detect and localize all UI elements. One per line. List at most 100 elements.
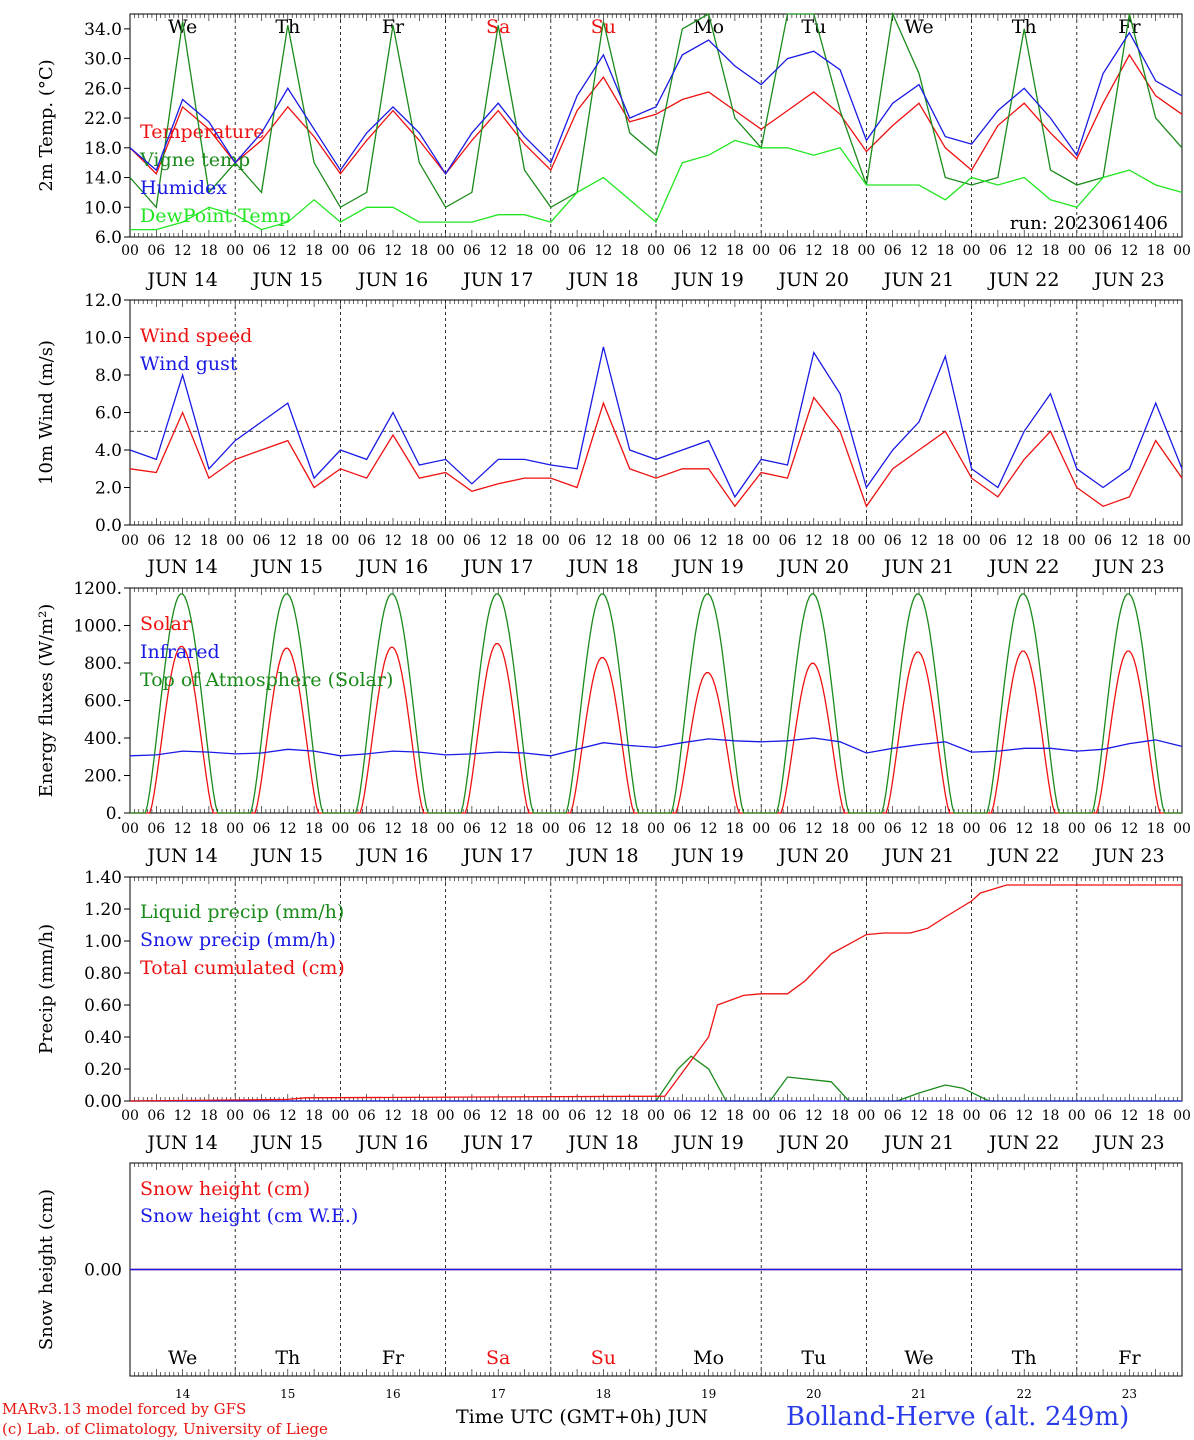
hour-label: 06 bbox=[989, 821, 1007, 837]
day-number: 18 bbox=[596, 1387, 611, 1400]
legend-series-solar: Solar bbox=[140, 613, 192, 635]
hour-label: 18 bbox=[1147, 533, 1165, 549]
hour-label: 00 bbox=[226, 821, 244, 837]
y-tick-label: 1.00 bbox=[84, 932, 122, 952]
hour-label: 06 bbox=[463, 243, 481, 259]
hour-label: 12 bbox=[594, 821, 612, 837]
hour-label: 12 bbox=[700, 533, 718, 549]
legend-series-wind-gust: Wind gust bbox=[140, 353, 238, 375]
date-label: JUN 14 bbox=[145, 556, 217, 578]
y-axis-title: Precip (mm/h) bbox=[36, 924, 57, 1054]
date-label: JUN 16 bbox=[356, 1132, 428, 1154]
hour-label: 18 bbox=[621, 533, 639, 549]
date-label: JUN 20 bbox=[777, 845, 849, 867]
day-name: Mo bbox=[693, 1347, 724, 1369]
legend-series-vigne-temp: Vigne temp bbox=[139, 149, 250, 171]
hour-label: 06 bbox=[989, 533, 1007, 549]
hour-label: 12 bbox=[489, 821, 507, 837]
date-label: JUN 18 bbox=[566, 1132, 638, 1154]
y-tick-label: 1200. bbox=[73, 579, 122, 599]
hour-label: 06 bbox=[779, 243, 797, 259]
hour-label: 18 bbox=[516, 821, 534, 837]
date-label: JUN 20 bbox=[777, 269, 849, 291]
meteogram: 6.0 10.0 14.0 18.0 22.0 26.0 30.0 34.0 2m Temp. … bbox=[36, 11, 1191, 1400]
legend-series-total-cumulated-cm-: Total cumulated (cm) bbox=[140, 957, 345, 979]
hour-label: 00 bbox=[437, 1108, 455, 1124]
hour-label: 06 bbox=[779, 533, 797, 549]
hour-label: 12 bbox=[174, 533, 192, 549]
legend-series-snow-height-cm-: Snow height (cm) bbox=[140, 1178, 310, 1200]
date-label: JUN 19 bbox=[671, 845, 743, 867]
hour-label: 12 bbox=[700, 243, 718, 259]
hour-label: 06 bbox=[253, 1108, 271, 1124]
hour-label: 00 bbox=[121, 821, 139, 837]
hour-label: 18 bbox=[831, 1108, 849, 1124]
y-tick-label: 26.0 bbox=[84, 79, 122, 99]
y-tick-label: 0.80 bbox=[84, 964, 122, 984]
date-label: JUN 21 bbox=[882, 845, 954, 867]
y-tick-label: 600. bbox=[84, 692, 122, 712]
hour-label: 18 bbox=[516, 243, 534, 259]
date-label: JUN 16 bbox=[356, 269, 428, 291]
y-tick-label: 1.20 bbox=[84, 900, 122, 920]
hour-label: 18 bbox=[200, 1108, 218, 1124]
hour-label: 18 bbox=[1042, 533, 1060, 549]
hour-label: 06 bbox=[779, 1108, 797, 1124]
hour-label: 18 bbox=[831, 533, 849, 549]
hour-label: 06 bbox=[358, 533, 376, 549]
day-number: 16 bbox=[385, 1387, 400, 1400]
day-name: We bbox=[904, 1347, 933, 1369]
hour-label: 06 bbox=[463, 1108, 481, 1124]
hour-label: 06 bbox=[568, 243, 586, 259]
y-tick-label: 800. bbox=[84, 654, 122, 674]
hour-label: 00 bbox=[647, 1108, 665, 1124]
series-top-of-atmosphere-solar--line bbox=[130, 593, 1182, 814]
day-name: Fr bbox=[1118, 1347, 1141, 1369]
hour-label: 06 bbox=[884, 243, 902, 259]
hour-label: 00 bbox=[752, 1108, 770, 1124]
y-axis-title: Energy fluxes (W/m²) bbox=[36, 604, 57, 798]
station-label: Bolland-Herve (alt. 249m) bbox=[786, 1402, 1130, 1432]
hour-label: 18 bbox=[1147, 243, 1165, 259]
hour-label: 06 bbox=[147, 1108, 165, 1124]
date-label: JUN 20 bbox=[777, 1132, 849, 1154]
hour-label: 18 bbox=[1147, 1108, 1165, 1124]
date-label: JUN 20 bbox=[777, 556, 849, 578]
date-label: JUN 17 bbox=[461, 1132, 533, 1154]
y-axis-title: 2m Temp. (°C) bbox=[36, 59, 57, 191]
hour-label: 12 bbox=[489, 533, 507, 549]
day-number: 15 bbox=[280, 1387, 295, 1400]
series-wind-gust-line bbox=[129, 346, 1183, 499]
hour-label: 06 bbox=[779, 821, 797, 837]
date-label: JUN 23 bbox=[1092, 845, 1164, 867]
y-tick-label: 2.0 bbox=[95, 479, 122, 499]
run-annotation: run: 2023061406 bbox=[1010, 213, 1168, 234]
hour-label: 12 bbox=[910, 243, 928, 259]
hour-label: 18 bbox=[305, 533, 323, 549]
date-label: JUN 21 bbox=[882, 556, 954, 578]
hour-label: 12 bbox=[279, 821, 297, 837]
credit-line-1: MARv3.13 model forced by GFS bbox=[2, 1400, 247, 1418]
date-label: JUN 22 bbox=[987, 1132, 1059, 1154]
hour-label: 00 bbox=[963, 243, 981, 259]
hour-label: 06 bbox=[147, 533, 165, 549]
y-tick-label: 18.0 bbox=[84, 139, 122, 159]
hour-label: 12 bbox=[594, 243, 612, 259]
hour-label: 12 bbox=[1015, 533, 1033, 549]
legend-series-liquid-precip-mm-h-: Liquid precip (mm/h) bbox=[140, 901, 344, 923]
legend-series-infrared: Infrared bbox=[140, 641, 220, 663]
y-tick-label: 4.0 bbox=[95, 441, 122, 461]
day-name: We bbox=[168, 1347, 197, 1369]
hour-label: 06 bbox=[673, 533, 691, 549]
date-label: JUN 21 bbox=[882, 1132, 954, 1154]
legend-series-snow-height-cm-w-e-: Snow height (cm W.E.) bbox=[140, 1205, 358, 1227]
y-tick-label: 12.0 bbox=[84, 291, 122, 311]
day-name: Tu bbox=[801, 16, 826, 38]
y-tick-label: 6.0 bbox=[95, 404, 122, 424]
hour-label: 18 bbox=[831, 243, 849, 259]
hour-label: 00 bbox=[1173, 821, 1191, 837]
day-name: Su bbox=[591, 1347, 616, 1369]
hour-label: 18 bbox=[410, 243, 428, 259]
hour-label: 18 bbox=[936, 1108, 954, 1124]
y-tick-label: 34.0 bbox=[84, 20, 122, 40]
